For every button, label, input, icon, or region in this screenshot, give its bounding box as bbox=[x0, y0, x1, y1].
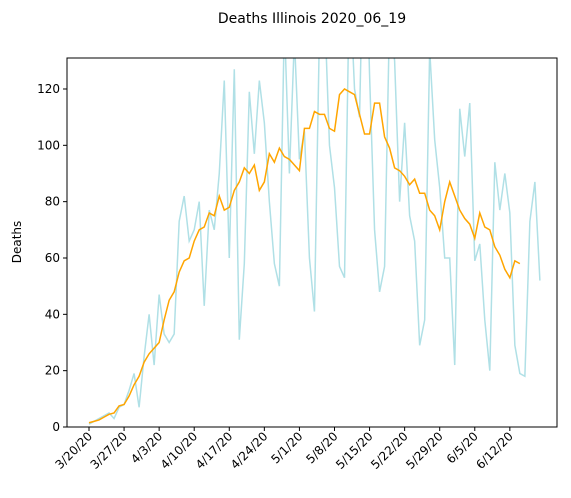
y-tick-label: 20 bbox=[45, 364, 60, 378]
x-tick-label: 3/27/20 bbox=[88, 429, 131, 472]
chart-title: Deaths Illinois 2020_06_19 bbox=[218, 11, 406, 27]
x-tick-label: 4/10/20 bbox=[158, 429, 201, 472]
x-tick-label: 5/29/20 bbox=[403, 429, 446, 472]
y-tick-label: 80 bbox=[45, 195, 60, 209]
y-tick-label: 0 bbox=[52, 420, 60, 434]
x-tick-label: 5/1/20 bbox=[268, 429, 305, 466]
x-tick-label: 4/24/20 bbox=[228, 429, 271, 472]
x-tick-label: 5/22/20 bbox=[368, 429, 411, 472]
series-line bbox=[88, 88, 521, 424]
y-tick-label: 100 bbox=[37, 138, 60, 152]
x-tick-label: 5/15/20 bbox=[333, 429, 376, 472]
x-tick-label: 3/20/20 bbox=[53, 429, 96, 472]
y-axis-label: Deaths bbox=[10, 221, 24, 264]
x-tick-label: 6/12/20 bbox=[473, 429, 516, 472]
y-tick-label: 120 bbox=[37, 82, 60, 96]
x-tick-label: 4/17/20 bbox=[193, 429, 236, 472]
y-tick-label: 40 bbox=[45, 307, 60, 321]
y-tick-label: 60 bbox=[45, 251, 60, 265]
series-line bbox=[88, 58, 541, 425]
plot-frame bbox=[66, 57, 558, 428]
